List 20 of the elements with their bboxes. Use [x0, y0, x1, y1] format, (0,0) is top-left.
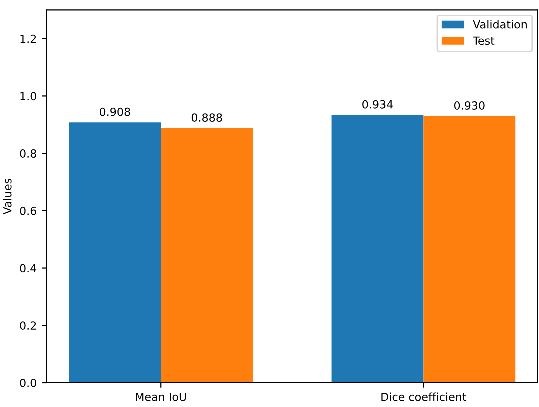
- y-tick-label: 0.4: [20, 264, 37, 273]
- bar: [332, 115, 424, 383]
- y-tick-label: 1.2: [20, 34, 36, 44]
- data-label: 0.930: [454, 102, 485, 110]
- bar: [69, 122, 162, 383]
- y-tick-label: 1.0: [20, 92, 36, 101]
- y-tick-label: 0.8: [20, 150, 36, 158]
- y-tick-label: 0.2: [20, 322, 36, 330]
- bar: [424, 116, 516, 383]
- y-tick-label: 0.0: [20, 378, 36, 388]
- bar: [161, 128, 254, 383]
- data-label: 0.934: [362, 100, 394, 109]
- x-tick-label: Dice coefficient: [382, 392, 467, 402]
- y-tick-label: 0.6: [20, 206, 36, 216]
- data-label: 0.908: [100, 108, 130, 116]
- legend-label: Validation: [473, 20, 527, 29]
- data-label: 0.888: [192, 114, 222, 122]
- y-axis-title: Values: [3, 178, 12, 215]
- legend-label: Test: [473, 36, 495, 46]
- x-tick-label: Mean IoU: [136, 393, 186, 402]
